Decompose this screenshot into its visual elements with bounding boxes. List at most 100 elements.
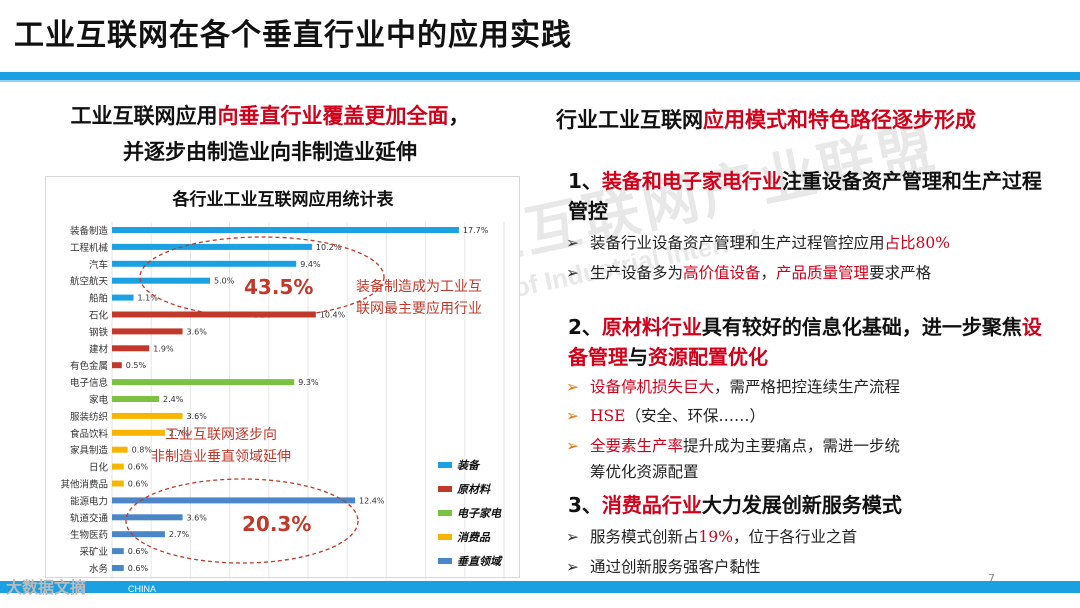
section-1-red: 装备和电子家电行业: [601, 169, 782, 193]
category-label: 装备制造: [70, 225, 109, 237]
value-label: 9.4%: [300, 260, 321, 269]
category-label: 食品饮料: [70, 428, 109, 440]
footer-china-text: CHINA: [128, 584, 157, 594]
section-1-heading: 1、装备和电子家电行业注重设备资产管理和生产过程管控: [568, 166, 1048, 226]
equipment-group-ellipse: [139, 236, 385, 318]
category-label: 石化: [89, 310, 109, 322]
section-1-rest: 注重设备资产管理和生产过程管控: [568, 169, 1042, 223]
arrow-bullet-icon: ➢: [566, 407, 579, 425]
value-label: 3.6%: [187, 513, 208, 522]
category-label: 电子信息: [70, 377, 108, 389]
category-label: 家具制造: [70, 445, 109, 457]
arrow-bullet-icon: ➢: [566, 528, 579, 546]
vertical-group-ellipse: [125, 478, 359, 564]
bar-7: [112, 328, 183, 335]
legend-swatch: [438, 534, 452, 540]
section-2-red: 原材料行业: [601, 315, 702, 339]
value-label: 0.6%: [128, 463, 149, 472]
section-2-bullet-2: ➢ HSE（安全、环保……）: [566, 403, 765, 429]
value-label: 2.7%: [169, 429, 190, 438]
category-label: 生物医药: [70, 529, 108, 541]
bar-17: [112, 497, 356, 504]
value-label: 0.6%: [128, 480, 149, 489]
legend-label: 原材料: [456, 483, 491, 496]
right-headline-red: 应用模式和特色路径逐步形成: [703, 108, 976, 132]
title-underline-bar-light: [0, 80, 1080, 82]
bullet-text: 筹优化资源配置: [590, 463, 699, 481]
section-3-num: 3、: [568, 493, 602, 517]
bullet-text: （安全、环保……）: [625, 407, 765, 425]
section-3-bullet-1: ➢ 服务模式创新占19%，位于各行业之首: [566, 524, 857, 550]
value-label: 3.6%: [187, 412, 208, 421]
section-3-red: 消费品行业: [601, 493, 702, 517]
bar-10: [112, 379, 295, 386]
bullet-text: 通过创新服务强客户黏性: [590, 558, 761, 576]
slide-title: 工业互联网在各个垂直行业中的应用实践: [14, 18, 572, 53]
value-label: 2.7%: [169, 530, 190, 539]
bullet-red-text: 全要素生产率: [590, 437, 684, 455]
footer-logo: 大数据文摘: [6, 578, 87, 597]
value-label: 1.9%: [153, 344, 174, 353]
section-3-rest: 大力发展创新服务模式: [701, 493, 902, 517]
bullet-red-text: 19%: [698, 528, 733, 546]
bar-19: [112, 531, 165, 538]
arrow-bullet-icon: ➢: [566, 378, 579, 396]
bar-4: [112, 277, 210, 284]
bar-13: [112, 429, 165, 436]
bar-8: [112, 345, 150, 352]
value-label: 2.4%: [163, 395, 184, 404]
category-label: 其他消费品: [60, 479, 108, 491]
bullet-text: 服务模式创新占: [590, 528, 699, 546]
bar-9: [112, 362, 122, 369]
title-underline-bar: [0, 72, 1080, 80]
footer-bar: [0, 581, 1080, 593]
bar-12: [112, 412, 183, 419]
category-label: 日化: [89, 462, 109, 474]
section-2-mid: 与: [628, 345, 648, 369]
arrow-bullet-icon: ➢: [566, 234, 579, 252]
left-headline-part2: ，: [448, 104, 470, 128]
bar-15: [112, 463, 124, 470]
section-1-bullet-2: ➢ 生产设备多为高价值设备，产品质量管理要求严格: [566, 260, 931, 286]
bar-20: [112, 548, 124, 555]
section-2-heading: 2、原材料行业具有较好的信息化基础，进一步聚焦设备管理与资源配置优化: [568, 312, 1048, 372]
chart-title: 各行业工业互联网应用统计表: [172, 189, 395, 210]
bar-11: [112, 396, 160, 402]
bar-21: [112, 565, 124, 571]
value-label: 0.5%: [126, 361, 147, 370]
legend-label: 电子家电: [457, 507, 502, 520]
left-headline-line2: 并逐步由制造业向非制造业延伸: [123, 140, 417, 164]
category-label: 工程机械: [70, 242, 109, 254]
legend-label: 消费品: [457, 531, 491, 544]
value-label: 17.7%: [463, 226, 489, 235]
note-vertical-line1: 工业互联网逐步向: [165, 427, 277, 443]
bar-2: [112, 243, 312, 250]
bullet-text: 生产设备多为: [590, 264, 684, 282]
section-2-bullet-3: ➢ 全要素生产率提升成为主要痛点，需进一步统: [566, 433, 900, 459]
left-headline-red: 向垂直行业覆盖更加全面: [217, 104, 449, 128]
legend-swatch: [438, 510, 452, 516]
section-2-num: 2、: [568, 315, 602, 339]
category-label: 服装纺织: [70, 411, 108, 423]
bullet-text: ，位于各行业之首: [732, 528, 857, 546]
section-1-bullet-1: ➢ 装备行业设备资产管理和生产过程管控应用占比80%: [566, 230, 950, 256]
category-label: 水务: [89, 563, 109, 575]
category-label: 钢铁: [89, 326, 109, 338]
page-number: 7: [988, 572, 995, 585]
bullet-red-text: 设备停机损失巨大: [590, 378, 715, 396]
category-label: 航空航天: [70, 276, 109, 288]
right-headline: 行业工业互联网应用模式和特色路径逐步形成: [556, 104, 976, 134]
section-2-rest: 具有较好的信息化基础，进一步聚焦: [701, 315, 1022, 339]
bar-6: [112, 311, 316, 318]
chart-panel: 各行业工业互联网应用统计表 装备制造 17.7% 工程机械 10.2% 汽车 9.4% 航空航…: [45, 176, 520, 579]
note-vertical-line2: 非制造业垂直领域延伸: [151, 448, 291, 465]
bar-5: [112, 294, 134, 301]
bar-18: [112, 514, 183, 521]
value-label: 0.6%: [128, 547, 149, 556]
bullet-red-text: 产品质量管理: [776, 264, 870, 282]
bullet-text: 要求严格: [869, 264, 932, 282]
bullet-red-text: 高价值设备: [683, 264, 761, 282]
value-label: 10.4%: [320, 311, 346, 320]
legend-swatch: [438, 462, 452, 468]
